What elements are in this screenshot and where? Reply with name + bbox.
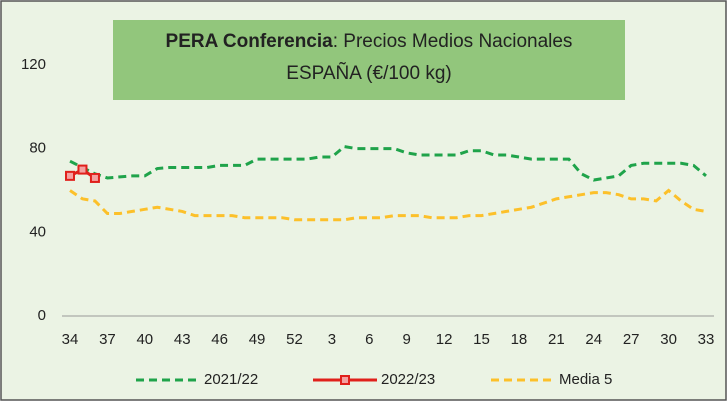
y-tick-label: 0: [38, 307, 46, 324]
chart-title-rest: : Precios Medios Nacionales: [333, 31, 573, 52]
legend-marker: [340, 375, 350, 385]
x-tick-label: 27: [623, 331, 640, 348]
title-box: [113, 20, 625, 100]
x-tick-label: 9: [403, 331, 411, 348]
x-tick-label: 3: [328, 331, 336, 348]
x-tick-label: 43: [174, 331, 191, 348]
x-tick-label: 37: [99, 331, 116, 348]
series-line: [69, 144, 707, 182]
x-tick-label: 24: [585, 331, 602, 348]
chart-title: PERA Conferencia: Precios Medios Naciona…: [166, 31, 573, 52]
x-tick-label: 33: [698, 331, 715, 348]
x-tick-label: 49: [249, 331, 266, 348]
legend-label: 2022/23: [381, 371, 435, 388]
x-tick-label: 40: [136, 331, 153, 348]
x-tick-label: 12: [436, 331, 453, 348]
x-tick-label: 21: [548, 331, 565, 348]
y-tick-label: 120: [21, 56, 46, 73]
series-marker: [65, 170, 75, 181]
x-tick-label: 46: [211, 331, 228, 348]
series-marker: [77, 164, 88, 175]
legend-label: 2021/22: [204, 371, 258, 388]
x-tick-label: 34: [62, 331, 79, 348]
x-tick-label: 15: [473, 331, 490, 348]
series-marker: [89, 172, 100, 183]
chart-subtitle: ESPAÑA (€/100 kg): [286, 62, 451, 84]
legend-label: Media 5: [559, 371, 612, 388]
chart-title-bold: PERA Conferencia: [166, 31, 334, 52]
x-tick-label: 30: [660, 331, 677, 348]
x-tick-label: 52: [286, 331, 303, 348]
x-tick-label: 18: [511, 331, 528, 348]
x-tick-label: 6: [365, 331, 373, 348]
y-tick-label: 40: [29, 223, 46, 240]
y-tick-label: 80: [29, 140, 46, 157]
series-line: [69, 188, 707, 222]
